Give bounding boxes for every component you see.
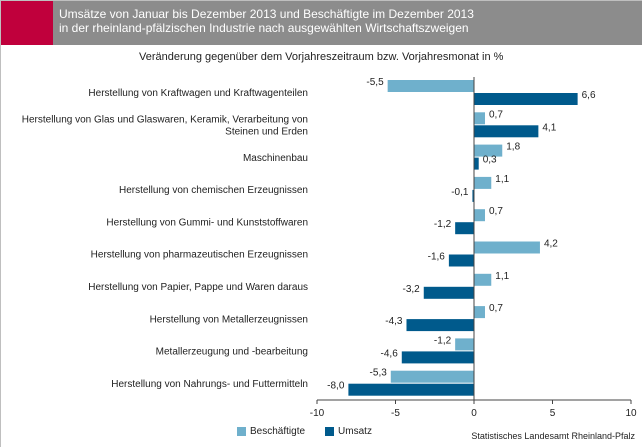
data-label: -1,2 [434,335,452,346]
data-label: 0,7 [489,206,503,217]
bar-beschaeftigte [474,209,485,222]
title-line-2: in der rheinland-pfälzischen Industrie n… [59,21,469,35]
legend: Beschäftigte Umsatz [237,426,372,437]
title-line-1: Umsätze von Januar bis Dezember 2013 und… [59,7,474,21]
category-label: Herstellung von Metallerzeugnissen [150,314,308,325]
legend-swatch-umsatz [325,427,335,436]
category-label: Steinen und Erden [225,126,308,137]
x-tick-label: 0 [471,408,477,419]
chart-subtitle: Veränderung gegenüber dem Vorjahreszeitr… [139,51,504,63]
data-label: 1,1 [495,271,509,282]
data-label: 6,6 [582,90,596,101]
data-label: 0,3 [483,155,497,166]
bar-beschaeftigte [474,144,503,157]
data-label: 1,1 [495,174,509,185]
data-label: 0,7 [489,109,503,120]
category-label: Maschinenbau [243,153,308,164]
x-tick-label: -5 [391,408,400,419]
data-label: -1,2 [434,219,452,230]
bar-beschaeftigte [474,306,485,319]
bar-umsatz [348,383,474,396]
bar-beschaeftigte [474,112,485,125]
data-label: -5,3 [370,368,388,379]
legend-label-umsatz: Umsatz [338,426,372,437]
x-tick-label: 10 [625,408,637,419]
bar-umsatz [472,189,474,202]
data-label: 4,2 [544,239,558,250]
bar-umsatz [423,286,474,299]
title-band: Umsätze von Januar bis Dezember 2013 und… [1,1,642,45]
data-label: -8,0 [327,381,345,392]
bar-umsatz [474,157,479,170]
data-label: -4,6 [381,348,399,359]
category-label: Herstellung von Nahrungs- und Futtermitt… [111,379,308,390]
title-accent [1,1,53,45]
bar-umsatz [401,351,474,364]
category-label: Herstellung von Gummi- und Kunststoffwar… [106,217,308,228]
data-label: -5,5 [366,77,384,88]
data-label: -1,6 [428,252,446,263]
legend-swatch-beschaeftigte [237,427,246,436]
category-label: Herstellung von chemischen Erzeugnissen [119,185,308,196]
bar-umsatz [455,222,474,235]
category-label: Herstellung von Glas und Glaswaren, Kera… [22,114,308,125]
bar-beschaeftigte [474,176,492,189]
category-label: Herstellung von pharmazeutischen Erzeugn… [91,250,308,261]
bar-umsatz [474,93,578,105]
bar-beschaeftigte [474,241,540,254]
data-label: 0,7 [489,303,503,314]
bar-beschaeftigte [455,338,474,351]
bar-umsatz [474,125,539,138]
legend-label-beschaeftigte: Beschäftigte [250,426,306,437]
category-label: Herstellung von Kraftwagen und Kraftwage… [88,88,308,99]
data-label: -3,2 [403,284,421,295]
bar-umsatz [406,319,474,332]
data-label: 4,1 [542,122,556,133]
data-label: 1,8 [506,142,520,153]
legend-item-umsatz: Umsatz [325,426,372,437]
category-label: Metallerzeugung und -bearbeitung [156,347,308,358]
bar-umsatz [448,254,474,267]
legend-item-beschaeftigte: Beschäftigte [237,426,305,437]
x-tick-label: 5 [550,408,556,419]
chart-title: Umsätze von Januar bis Dezember 2013 und… [59,7,639,35]
data-label: -0,1 [451,187,469,198]
bar-beschaeftigte [387,80,474,92]
source-note: Statistisches Landesamt Rheinland-Pfalz [471,431,635,441]
bar-beschaeftigte [390,370,474,383]
data-label: -4,3 [385,316,403,327]
bar-beschaeftigte [474,273,492,286]
category-label: Herstellung von Papier, Pappe und Waren … [88,282,308,293]
x-tick-label: -10 [310,408,325,419]
